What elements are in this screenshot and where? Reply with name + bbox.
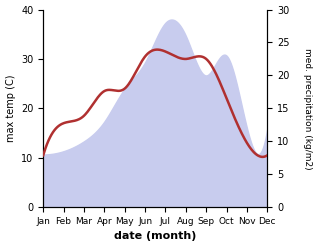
Y-axis label: med. precipitation (kg/m2): med. precipitation (kg/m2) [303,48,313,169]
Y-axis label: max temp (C): max temp (C) [5,75,16,142]
X-axis label: date (month): date (month) [114,231,197,242]
